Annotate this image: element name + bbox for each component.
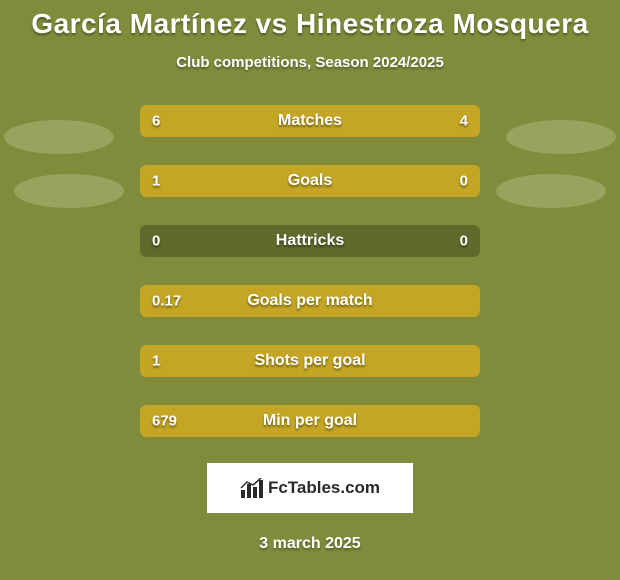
value-right: 0 bbox=[460, 173, 468, 190]
stat-row: 679 Min per goal bbox=[0, 405, 620, 437]
value-left: 0.17 bbox=[152, 293, 181, 310]
stat-label: Min per goal bbox=[263, 412, 357, 430]
value-left: 679 bbox=[152, 413, 177, 430]
brand-text: FcTables.com bbox=[268, 478, 380, 498]
value-left: 1 bbox=[152, 353, 160, 370]
value-left: 0 bbox=[152, 233, 160, 250]
comparison-card: García Martínez vs Hinestroza Mosquera C… bbox=[0, 0, 620, 580]
page-title: García Martínez vs Hinestroza Mosquera bbox=[0, 0, 620, 40]
stat-label: Goals bbox=[288, 172, 332, 190]
value-right: 4 bbox=[460, 113, 468, 130]
stat-label: Matches bbox=[278, 112, 342, 130]
stat-row: 1 Shots per goal bbox=[0, 345, 620, 377]
bar-chart-icon bbox=[240, 478, 264, 498]
value-left: 6 bbox=[152, 113, 160, 130]
bar-right bbox=[402, 165, 480, 197]
value-left: 1 bbox=[152, 173, 160, 190]
stat-label: Shots per goal bbox=[254, 352, 365, 370]
stat-label: Goals per match bbox=[247, 292, 372, 310]
stat-row: 0 0 Hattricks bbox=[0, 225, 620, 257]
stat-label: Hattricks bbox=[276, 232, 344, 250]
bar-left bbox=[140, 165, 402, 197]
brand-badge[interactable]: FcTables.com bbox=[207, 463, 413, 513]
stat-row: 0.17 Goals per match bbox=[0, 285, 620, 317]
date-label: 3 march 2025 bbox=[0, 535, 620, 553]
stats-list: 6 4 Matches 1 0 Goals 0 0 Hattricks 0.17 Goals per… bbox=[0, 105, 620, 437]
stat-row: 6 4 Matches bbox=[0, 105, 620, 137]
value-right: 0 bbox=[460, 233, 468, 250]
stat-row: 1 0 Goals bbox=[0, 165, 620, 197]
subtitle: Club competitions, Season 2024/2025 bbox=[0, 54, 620, 71]
